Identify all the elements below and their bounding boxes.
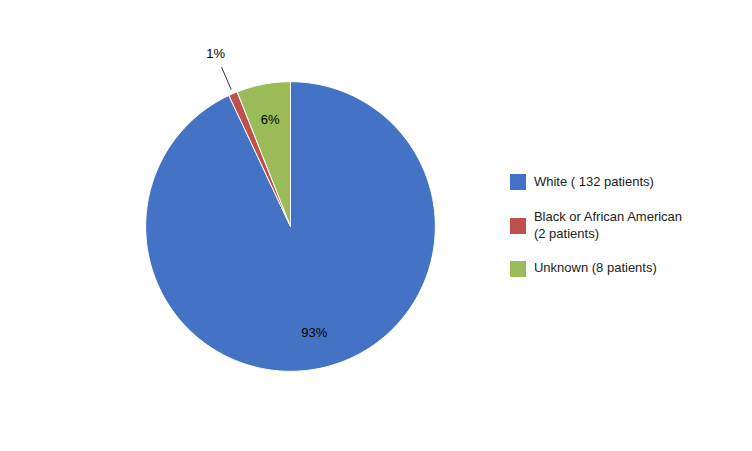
svg-text:93%: 93% <box>301 324 327 339</box>
html-text:Unknown (8 patients): Unknown (8 patients) <box>533 260 657 276</box>
html-text:Black or African American (2 p: Black or African American (2 patients) <box>533 208 683 241</box>
svg-text:6%: 6% <box>261 111 280 126</box>
svg-text:1%: 1% <box>206 45 225 60</box>
html-text:White ( 132 patients): White ( 132 patients) <box>533 173 654 189</box>
